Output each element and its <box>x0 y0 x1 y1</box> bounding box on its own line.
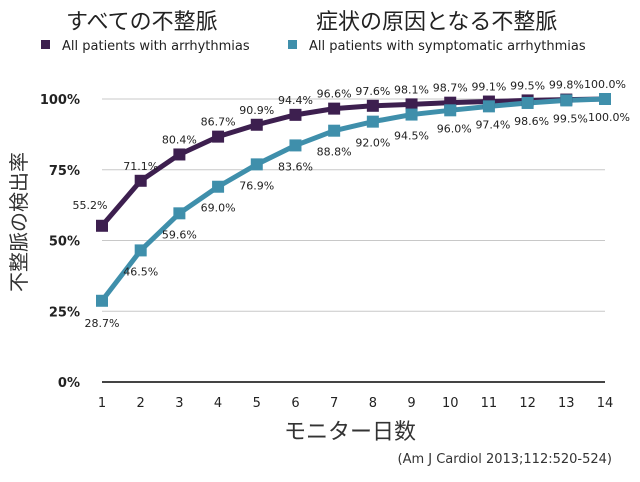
y-tick-label: 75% <box>49 164 80 179</box>
x-tick-label: 6 <box>291 396 299 411</box>
series-markers <box>96 93 611 307</box>
legend-marker-all <box>41 40 50 49</box>
marker-symptomatic <box>366 115 379 128</box>
data-label-symptomatic: 46.5% <box>123 265 158 278</box>
x-tick-label: 13 <box>558 396 575 411</box>
series-line-symptomatic <box>99 96 608 304</box>
data-label-symptomatic: 94.5% <box>394 130 429 143</box>
x-axis-ticks: 1 2 3 4 5 6 7 8 9 10 11 12 13 14 <box>98 396 613 411</box>
data-label-all: 98.1% <box>394 83 429 96</box>
marker-all <box>405 98 418 111</box>
legend-label-symptomatic: All patients with symptomatic arrhythmia… <box>309 39 586 54</box>
marker-symptomatic <box>134 244 147 257</box>
x-tick-label: 2 <box>137 396 145 411</box>
marker-symptomatic <box>212 180 225 193</box>
x-tick-label: 8 <box>369 396 377 411</box>
title-all-arrhythmias: すべての不整脈 <box>66 10 218 35</box>
data-label-all: 80.4% <box>162 133 197 146</box>
x-tick-label: 12 <box>519 396 536 411</box>
data-label-all: 99.1% <box>471 81 506 94</box>
y-axis-label: 不整脈の検出率 <box>7 152 31 292</box>
marker-all <box>289 108 302 121</box>
gridlines <box>102 98 605 383</box>
marker-all <box>212 130 225 143</box>
y-tick-label: 100% <box>40 93 80 108</box>
x-tick-label: 10 <box>442 396 459 411</box>
marker-symptomatic <box>444 104 457 117</box>
y-tick-label: 0% <box>58 376 80 391</box>
data-label-symptomatic: 99.5% <box>553 112 588 125</box>
series-line-all <box>99 96 608 229</box>
data-label-symptomatic: 97.4% <box>475 118 510 131</box>
legend-label-all: All patients with arrhythmias <box>62 39 250 54</box>
data-label-symptomatic: 88.8% <box>317 146 352 159</box>
marker-all <box>134 174 147 187</box>
marker-symptomatic <box>599 93 611 105</box>
data-label-all: 90.9% <box>239 104 274 117</box>
data-label-symptomatic: 76.9% <box>239 179 274 192</box>
marker-all <box>366 99 379 112</box>
marker-symptomatic <box>96 294 108 307</box>
data-label-symptomatic: 92.0% <box>355 137 390 150</box>
data-label-all: 100.0% <box>584 78 626 91</box>
series-lines <box>99 96 608 304</box>
marker-symptomatic <box>289 139 302 152</box>
data-label-symptomatic: 28.7% <box>85 317 120 330</box>
data-label-symptomatic: 96.0% <box>437 122 472 135</box>
data-labels: 55.2% 71.1% 80.4% 86.7%90.9% 94.4% 96.6% 97.6%… <box>73 78 630 330</box>
data-label-all: 94.4% <box>278 94 313 107</box>
marker-symptomatic <box>173 207 186 220</box>
data-label-all: 71.1% <box>123 160 158 173</box>
marker-symptomatic <box>521 96 534 109</box>
x-tick-label: 11 <box>481 396 498 411</box>
x-tick-label: 14 <box>597 396 614 411</box>
data-label-all: 86.7% <box>201 116 236 129</box>
x-tick-label: 4 <box>214 396 222 411</box>
marker-symptomatic <box>328 124 341 137</box>
legend-marker-symptomatic <box>288 40 297 49</box>
data-label-all: 96.6% <box>317 88 352 101</box>
x-tick-label: 5 <box>253 396 261 411</box>
y-axis-ticks: 0% 25% 50% 75% 100% <box>40 93 80 391</box>
data-label-symptomatic: 100.0% <box>588 111 630 124</box>
data-label-all: 98.7% <box>433 82 468 95</box>
marker-symptomatic <box>560 94 573 107</box>
y-tick-label: 25% <box>49 305 80 320</box>
data-label-all: 99.8% <box>549 79 584 92</box>
marker-symptomatic <box>405 108 418 121</box>
x-tick-label: 1 <box>98 396 106 411</box>
x-tick-label: 9 <box>407 396 415 411</box>
legend: All patients with arrhythmias All patien… <box>41 39 586 54</box>
marker-symptomatic <box>482 100 495 113</box>
data-label-symptomatic: 98.6% <box>514 115 549 128</box>
marker-all <box>96 219 108 232</box>
marker-symptomatic <box>250 158 263 171</box>
data-label-all: 99.5% <box>510 79 545 92</box>
citation: (Am J Cardiol 2013;112:520-524) <box>398 452 613 467</box>
marker-all <box>328 102 341 115</box>
marker-all <box>250 118 263 131</box>
data-label-all: 97.6% <box>355 85 390 98</box>
x-tick-label: 7 <box>330 396 338 411</box>
x-axis-label: モニター日数 <box>284 420 416 445</box>
x-tick-label: 3 <box>175 396 183 411</box>
marker-all <box>173 148 186 161</box>
data-label-symptomatic: 69.0% <box>201 202 236 215</box>
title-symptomatic-arrhythmias: 症状の原因となる不整脈 <box>316 10 557 35</box>
data-label-all: 55.2% <box>73 199 108 212</box>
data-label-symptomatic: 59.6% <box>162 228 197 241</box>
data-label-symptomatic: 83.6% <box>278 160 313 173</box>
y-tick-label: 50% <box>49 235 80 250</box>
